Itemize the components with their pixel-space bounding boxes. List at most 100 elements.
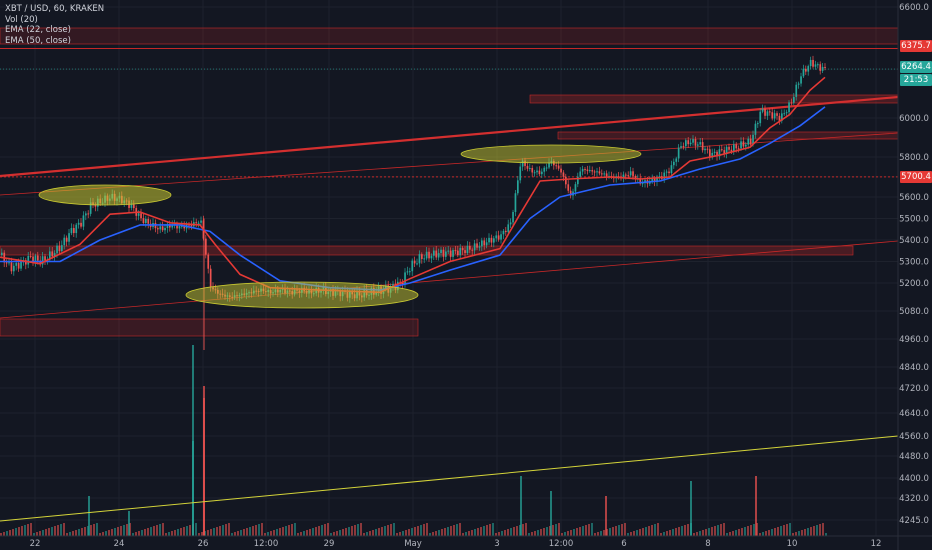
candle-body bbox=[706, 148, 709, 150]
volume-bar bbox=[600, 531, 602, 536]
candle-body bbox=[485, 242, 488, 246]
price-tick-label: 4840.0 bbox=[899, 363, 929, 373]
volume-bar bbox=[801, 530, 803, 536]
legend-ema50[interactable]: EMA (50, close) bbox=[5, 35, 71, 46]
volume-bar bbox=[309, 529, 311, 536]
volume-bar bbox=[609, 528, 611, 536]
highlight-ellipse-top-right bbox=[460, 144, 642, 164]
volume-spike-major bbox=[192, 345, 194, 536]
volume-bar bbox=[495, 533, 497, 536]
main-trend-line bbox=[0, 95, 899, 178]
volume-bar bbox=[159, 524, 161, 536]
legend-volume[interactable]: Vol (20) bbox=[5, 14, 38, 25]
volume-spike bbox=[605, 496, 607, 536]
volume-bar bbox=[753, 524, 755, 536]
candle-body bbox=[725, 146, 728, 154]
candle-body bbox=[188, 224, 190, 226]
candle-body bbox=[819, 64, 822, 71]
volume-bar bbox=[804, 529, 806, 536]
candle-body bbox=[142, 218, 145, 223]
candle-body bbox=[605, 173, 608, 177]
candle-body bbox=[598, 171, 601, 174]
volume-bar bbox=[807, 528, 809, 536]
candle-body bbox=[824, 66, 826, 68]
volume-bar bbox=[42, 530, 44, 536]
volume-bar bbox=[315, 527, 317, 536]
time-axis[interactable]: 22 24 26 12:00 29 May 3 12:00 6 8 10 12 bbox=[0, 535, 932, 549]
volume-bar bbox=[9, 530, 11, 536]
price-tick-label: 5300.0 bbox=[899, 258, 929, 268]
volume-spike bbox=[550, 491, 552, 536]
volume-bar bbox=[810, 527, 812, 536]
candle-body bbox=[766, 111, 769, 116]
candle-body bbox=[34, 255, 37, 262]
volume-bar bbox=[252, 526, 254, 536]
trend-lines bbox=[0, 95, 899, 522]
volume-bar bbox=[60, 524, 62, 536]
volume-bar bbox=[414, 527, 416, 536]
candle-body bbox=[658, 176, 661, 178]
candle-body bbox=[802, 68, 805, 77]
candle-body bbox=[27, 256, 30, 265]
candle-body bbox=[428, 251, 430, 259]
volume-bar bbox=[243, 529, 245, 536]
candle-body bbox=[622, 174, 625, 179]
zone-5950 bbox=[557, 131, 899, 140]
volume-bar bbox=[240, 530, 242, 536]
volume-bar bbox=[546, 527, 548, 536]
volume-bar bbox=[144, 529, 146, 536]
volume-bar bbox=[255, 525, 257, 536]
candle-body bbox=[721, 149, 723, 151]
candle-body bbox=[478, 246, 481, 248]
legend-ema22[interactable]: EMA (22, close) bbox=[5, 25, 71, 35]
volume-spike bbox=[520, 476, 522, 536]
countdown-label: 21:53 bbox=[900, 74, 932, 86]
volume-bar bbox=[465, 532, 467, 536]
candle-body bbox=[812, 59, 814, 67]
volume-bar bbox=[291, 524, 293, 536]
candle-body bbox=[473, 243, 476, 251]
volume-bar bbox=[417, 526, 419, 536]
candle-body bbox=[596, 171, 598, 173]
volume-bar bbox=[171, 531, 173, 536]
candle-body bbox=[795, 84, 798, 97]
volume-bar bbox=[477, 528, 479, 536]
volume-bar bbox=[246, 528, 248, 536]
candle-body bbox=[757, 123, 759, 125]
volume-bar bbox=[594, 533, 596, 536]
price-tick-label: 6000.0 bbox=[899, 114, 929, 124]
volume-bar bbox=[273, 530, 275, 536]
volume-bar bbox=[390, 524, 392, 536]
time-tick-label: 12 bbox=[871, 539, 882, 549]
volume-bar bbox=[183, 527, 185, 536]
price-tick-label: 6600.0 bbox=[899, 3, 929, 13]
resistance-zone bbox=[0, 27, 899, 45]
volume-bar bbox=[564, 532, 566, 536]
volume-bar bbox=[771, 529, 773, 536]
volume-bar bbox=[210, 529, 212, 536]
time-tick-label: 8 bbox=[705, 539, 710, 549]
volume-bar bbox=[621, 524, 623, 536]
price-tick-label: 5400.0 bbox=[899, 236, 929, 246]
price-axis[interactable]: 6600.0 6000.0 5800.0 5600.0 5500.0 5400.0 5300… bbox=[897, 0, 929, 550]
candle-body bbox=[497, 235, 500, 240]
candle-body bbox=[181, 225, 183, 227]
volume-bar bbox=[261, 523, 263, 536]
volume-spike bbox=[755, 476, 757, 536]
candle-body bbox=[807, 66, 810, 72]
volume-bar bbox=[765, 531, 767, 536]
volume-bar bbox=[522, 524, 524, 536]
legend-symbol[interactable]: XBT / USD, 60, KRAKEN bbox=[5, 4, 105, 14]
volume-bar bbox=[234, 532, 236, 536]
candle-body bbox=[567, 184, 570, 191]
candle-body bbox=[133, 204, 135, 209]
last-price-label: 6264.4 bbox=[900, 61, 932, 73]
candle-body bbox=[404, 272, 406, 285]
volume-bar bbox=[537, 530, 539, 536]
candle-body bbox=[625, 174, 627, 176]
candle-body bbox=[481, 240, 483, 247]
candle-body bbox=[673, 161, 675, 166]
volume-bar bbox=[66, 533, 68, 536]
candle-body bbox=[601, 173, 603, 175]
